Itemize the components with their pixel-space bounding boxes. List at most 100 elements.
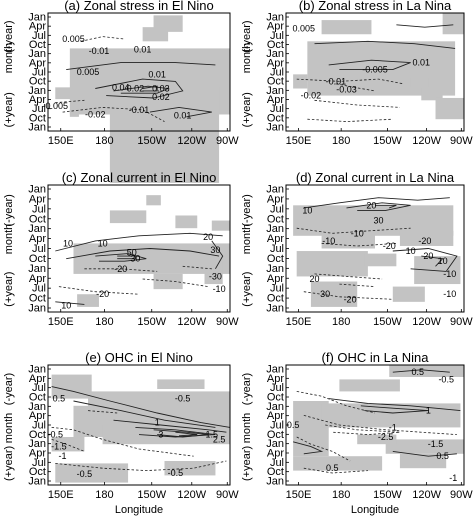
side-label: month xyxy=(3,224,15,255)
side-label: (-year) xyxy=(3,194,15,226)
contour-label: -1.5 xyxy=(51,442,67,452)
y-tick-label: Jan xyxy=(266,12,284,24)
shading-region xyxy=(55,87,78,100)
side-label: month xyxy=(241,413,253,444)
shading-region xyxy=(321,20,372,35)
panel-3: (c) Zonal current in El NinoJanAprJulOct… xyxy=(3,170,239,328)
contour-line xyxy=(58,286,140,295)
y-tick-label: Apr xyxy=(29,21,46,33)
contour-label: -10 xyxy=(351,228,364,238)
contour-line xyxy=(296,78,404,85)
contour-line xyxy=(135,426,216,438)
shading-region xyxy=(399,230,454,246)
side-label: (-year) xyxy=(3,373,15,405)
side-label: month xyxy=(3,43,15,74)
shading-region xyxy=(102,425,230,445)
y-tick-label: Jul xyxy=(270,30,284,42)
y-tick-label: Apr xyxy=(29,233,46,245)
y-tick-label: Oct xyxy=(267,112,284,124)
contour-line xyxy=(296,227,411,234)
contour-label: 10 xyxy=(438,256,448,266)
contour-line xyxy=(51,439,85,452)
x-tick-label: 150W xyxy=(137,489,166,501)
x-tick-label: 90W xyxy=(216,316,239,328)
y-tick-label: Jan xyxy=(28,364,46,376)
contour-line xyxy=(62,106,165,122)
shading-region xyxy=(182,57,205,84)
y-tick-label: Apr xyxy=(29,410,46,422)
y-tick-label: Jul xyxy=(270,382,284,394)
y-tick-label: Apr xyxy=(267,410,284,422)
contour-label: 0.5 xyxy=(436,451,449,461)
contour-label: -10 xyxy=(322,236,335,246)
y-tick-label: Jul xyxy=(270,243,284,255)
contour-label: 3 xyxy=(158,430,163,440)
contour-line xyxy=(55,232,223,252)
y-tick-label: Jan xyxy=(266,122,284,134)
y-tick-label: Jan xyxy=(28,223,46,235)
x-tick-label: 90W xyxy=(450,135,473,147)
y-tick-label: Apr xyxy=(29,193,46,205)
shading-region xyxy=(157,379,205,389)
y-tick-label: Jul xyxy=(32,243,46,255)
contour-label: 30 xyxy=(130,254,140,264)
y-tick-label: Jan xyxy=(266,303,284,315)
contour-line xyxy=(113,419,227,433)
contour-line xyxy=(325,424,400,436)
side-label: (-year) xyxy=(241,194,253,226)
contour-line xyxy=(113,85,170,94)
y-tick-label: Oct xyxy=(267,253,284,265)
contour-line xyxy=(117,255,136,260)
contour-label: -0.5 xyxy=(48,430,64,440)
contour-label: -20 xyxy=(383,241,396,251)
shading-region xyxy=(421,86,443,101)
contour-line xyxy=(314,273,383,280)
contour-line xyxy=(375,204,397,209)
contour-label: -10 xyxy=(213,284,226,294)
contour-label: -30 xyxy=(209,271,222,281)
contour-label: -0.02 xyxy=(85,109,106,119)
contour-label: -0.5 xyxy=(168,468,184,478)
panel-title: (d) Zonal current in La Nina xyxy=(296,170,455,185)
y-tick-label: Jan xyxy=(266,184,284,196)
panel-1: (a) Zonal stress in El NinoJanAprJulOctJ… xyxy=(3,0,239,183)
y-tick-label: Oct xyxy=(267,39,284,51)
x-tick-label: 150E xyxy=(48,135,74,147)
contour-label: 10 xyxy=(98,238,108,248)
y-tick-label: Oct xyxy=(267,466,284,478)
y-tick-label: Oct xyxy=(267,76,284,88)
panel-title: (b) Zonal stress in La Nina xyxy=(299,0,452,13)
contour-line xyxy=(84,268,158,272)
contour-line xyxy=(87,410,118,414)
x-tick-label: 150W xyxy=(373,135,402,147)
contour-label: 0.01 xyxy=(174,111,192,121)
contour-label: 2.5 xyxy=(213,434,226,444)
panel-4: (d) Zonal current in La NinaJanAprJulOct… xyxy=(241,170,473,328)
side-label: (+year) xyxy=(3,272,15,307)
shading-region xyxy=(153,273,183,290)
y-tick-label: Jan xyxy=(28,401,46,413)
shading-region xyxy=(51,437,85,452)
contour-line xyxy=(339,283,376,287)
y-tick-label: Apr xyxy=(267,57,284,69)
contour-label: 0.01 xyxy=(134,45,152,55)
shading-region xyxy=(339,379,400,392)
shading-region xyxy=(357,434,397,445)
contour-line xyxy=(175,431,198,437)
contour-label: 0.5 xyxy=(326,463,339,473)
contour-line xyxy=(149,106,212,118)
contour-line xyxy=(392,369,450,373)
side-label: (-year) xyxy=(241,373,253,405)
x-tick-label: 120W xyxy=(412,316,441,328)
x-tick-label: 150E xyxy=(286,489,312,501)
x-tick-label: 150W xyxy=(373,489,402,501)
shading-region xyxy=(109,210,147,224)
shading-region xyxy=(204,261,223,285)
x-tick-label: 180 xyxy=(95,316,113,328)
contour-label: -0.5 xyxy=(175,394,191,404)
contour-label: -0.01 xyxy=(129,105,150,115)
shading-region xyxy=(442,13,464,35)
side-label: (+year) xyxy=(3,92,15,127)
contour-label: -0.005 xyxy=(43,101,69,111)
contour-label: -20 xyxy=(418,236,431,246)
